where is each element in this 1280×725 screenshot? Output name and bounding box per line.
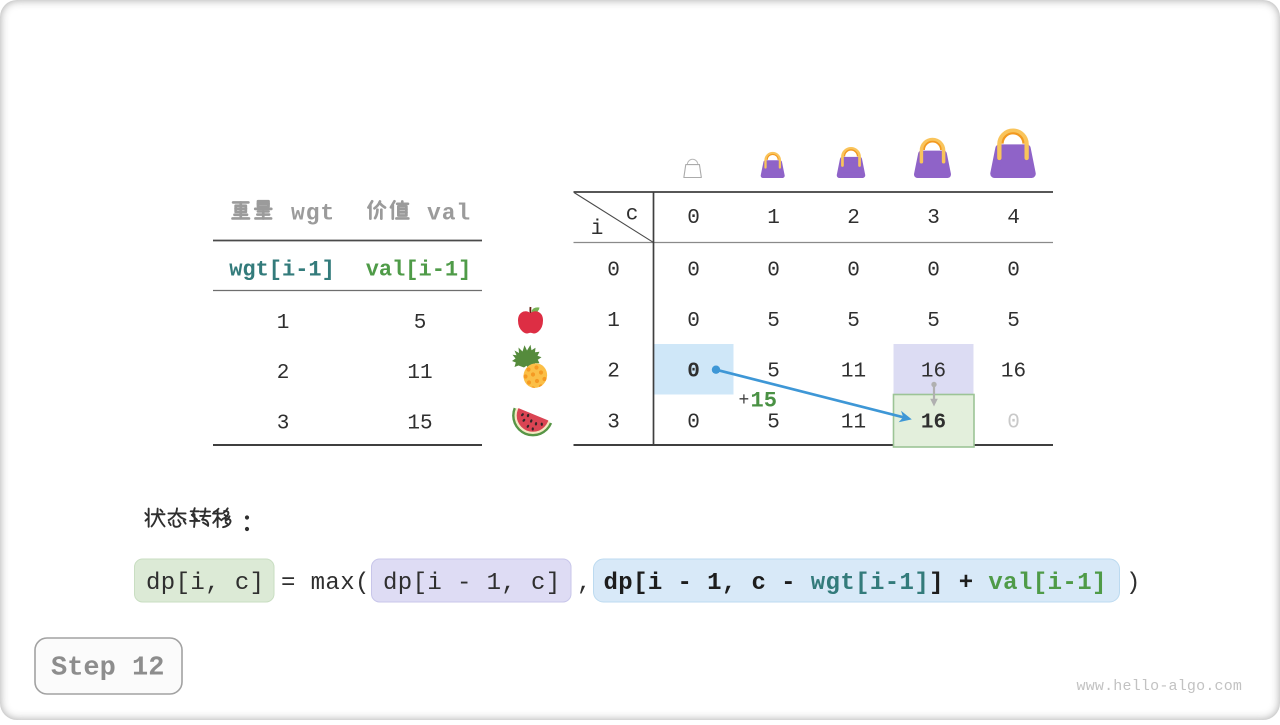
svg-text:www.hello-algo.com: www.hello-algo.com — [1077, 678, 1243, 695]
svg-text:0: 0 — [767, 260, 780, 283]
svg-text:5: 5 — [414, 312, 427, 335]
svg-text:dp[i - 1, c]: dp[i - 1, c] — [383, 570, 561, 597]
svg-text:3: 3 — [277, 413, 290, 436]
svg-text:1: 1 — [767, 207, 780, 230]
svg-text:16: 16 — [921, 411, 946, 434]
svg-text:0: 0 — [1007, 260, 1020, 283]
svg-text:1: 1 — [277, 312, 290, 335]
svg-text:5: 5 — [767, 361, 780, 384]
svg-text:15: 15 — [407, 413, 432, 436]
svg-text:2: 2 — [847, 207, 860, 230]
svg-text:16: 16 — [1001, 361, 1026, 384]
svg-text:Step 12: Step 12 — [51, 654, 164, 684]
svg-text:dp[i - 1, c - wgt[i-1]] + val[: dp[i - 1, c - wgt[i-1]] + val[i-1] — [604, 570, 1107, 597]
svg-text:val[i-1]: val[i-1] — [366, 258, 472, 283]
svg-text:5: 5 — [1007, 310, 1020, 333]
svg-text:11: 11 — [841, 361, 866, 384]
svg-text:+: + — [739, 391, 750, 411]
svg-text:wgt[i-1]: wgt[i-1] — [229, 258, 335, 283]
svg-text:c: c — [626, 204, 639, 227]
svg-text:1: 1 — [607, 310, 620, 333]
svg-text:0: 0 — [687, 207, 700, 230]
svg-text:0: 0 — [607, 260, 620, 283]
svg-text:0: 0 — [927, 260, 940, 283]
svg-text:,: , — [577, 570, 592, 597]
svg-text:0: 0 — [687, 260, 700, 283]
svg-text:0: 0 — [1007, 411, 1020, 434]
svg-text:5: 5 — [767, 411, 780, 434]
svg-text:4: 4 — [1007, 207, 1020, 230]
svg-text:): ) — [1126, 570, 1141, 597]
svg-text:0: 0 — [847, 260, 860, 283]
svg-text:3: 3 — [927, 207, 940, 230]
svg-text:0: 0 — [687, 310, 700, 333]
svg-text:0: 0 — [687, 411, 700, 434]
svg-text:11: 11 — [841, 411, 866, 434]
svg-text:dp[i, c]: dp[i, c] — [146, 570, 264, 597]
svg-text:i: i — [591, 218, 604, 241]
svg-text:val: val — [427, 201, 471, 227]
svg-text:3: 3 — [607, 411, 620, 434]
svg-text:2: 2 — [277, 362, 290, 385]
svg-text:0: 0 — [687, 361, 700, 384]
svg-text:2: 2 — [607, 361, 620, 384]
svg-text:16: 16 — [921, 361, 946, 384]
svg-text:11: 11 — [407, 362, 432, 385]
svg-text:5: 5 — [927, 310, 940, 333]
svg-text:wgt: wgt — [291, 201, 335, 227]
svg-text:5: 5 — [767, 310, 780, 333]
svg-text:5: 5 — [847, 310, 860, 333]
svg-text:= max(: = max( — [281, 570, 370, 597]
svg-text:15: 15 — [751, 389, 777, 414]
